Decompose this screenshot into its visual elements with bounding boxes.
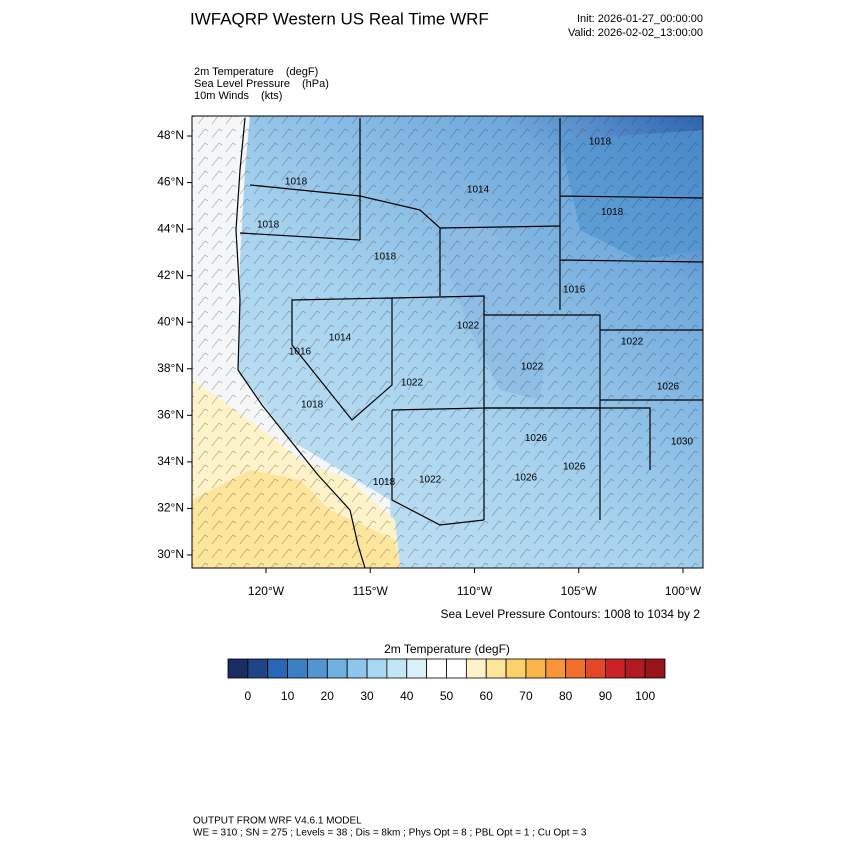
colorbar-box [565,658,586,679]
colorbar-box [287,658,308,679]
colorbar-box [505,658,527,679]
footer-config: WE = 310 ; SN = 275 ; Levels = 38 ; Dis … [193,828,587,839]
map-frame [191,115,704,569]
pressure-label: 1018 [374,252,397,263]
lon-tick-label: 115°W [353,584,389,598]
title: IWFAQRP Western US Real Time WRF [190,9,489,28]
init-time: Init: 2026-01-27_00:00:00 [577,13,703,25]
lat-tick-label: 44°N [157,221,184,235]
pressure-label: 1030 [671,437,694,448]
pressure-label: 1026 [525,433,548,444]
pressure-label: 1016 [563,285,586,296]
contour-note: Sea Level Pressure Contours: 1008 to 103… [441,607,701,621]
pressure-label: 1018 [285,177,308,188]
colorbar-tick-label: 50 [440,689,454,703]
colorbar: 0 10 20 30 40 50 60 70 80 90 100 [227,658,666,703]
pressure-label: 1026 [563,462,586,473]
colorbar-box [307,658,328,679]
colorbar-box [247,658,269,679]
colorbar-tick-label: 30 [360,689,374,703]
pressure-label: 1016 [289,347,312,358]
pressure-label: 1018 [589,137,612,148]
lat-tick-label: 32°N [157,501,184,515]
lat-tick-label: 38°N [157,361,184,375]
colorbar-tick-label: 60 [480,689,494,703]
pressure-label: 1022 [419,475,442,486]
colorbar-tick-label: 80 [559,689,573,703]
lat-tick-label: 30°N [157,547,184,561]
colorbar-box [485,658,507,679]
field-name: 2m Temperature [194,66,274,78]
colorbar-box [465,658,487,679]
pressure-label: 1022 [457,321,480,332]
colorbar-tick-label: 100 [635,689,655,703]
colorbar-box [406,658,428,679]
pressure-label: 1018 [257,220,280,231]
lat-tick-label: 34°N [157,454,184,468]
lon-tick-label: 100°W [665,584,702,598]
colorbar-tick-label: 20 [321,689,335,703]
pressure-label: 1014 [467,185,490,196]
pressure-label: 1018 [301,400,324,411]
lat-tick-label: 36°N [157,407,184,421]
colorbar-box [605,658,626,679]
pressure-label: 1026 [657,382,680,393]
colorbar-box [227,658,249,679]
lat-tick-label: 46°N [157,175,184,189]
map-image [192,116,703,568]
pressure-label: 1022 [401,378,424,389]
map-annotations: 30°N 32°N 34°N 36°N 38°N 40°N 42°N 44°N 46°N 48°N… [157,128,702,598]
field-list: 2m Temperature (degF)Sea Level Pressure (h… [194,66,329,102]
colorbar-box [386,658,408,679]
pressure-label: 1026 [515,473,538,484]
valid-time: Valid: 2026-02-02_13:00:00 [568,27,703,39]
field-name: 10m Winds [194,90,250,102]
field-units: (degF) [286,66,318,78]
lat-tick-label: 42°N [157,268,184,282]
field-name: Sea Level Pressure [194,78,290,90]
colorbar-tick-label: 10 [281,689,295,703]
colorbar-box [446,658,467,679]
pressure-label: 1018 [373,477,396,488]
lat-tick-label: 40°N [157,314,184,328]
colorbar-box [624,658,646,679]
field-units: (kts) [261,90,282,102]
pressure-label: 1018 [601,207,624,218]
colorbar-title: 2m Temperature (degF) [384,642,510,656]
colorbar-box [267,658,288,679]
colorbar-tick-label: 90 [599,689,613,703]
pressure-label: 1022 [521,362,544,373]
colorbar-box [525,658,547,679]
pressure-label: 1022 [621,337,644,348]
lat-tick-label: 48°N [157,128,184,142]
colorbar-box [545,658,567,679]
field-units: (hPa) [302,78,329,90]
lon-tick-label: 110°W [457,584,493,598]
footer-model: OUTPUT FROM WRF V4.6.1 MODEL [193,816,362,827]
colorbar-tick-label: 0 [245,689,252,703]
colorbar-box [326,658,348,679]
colorbar-box [644,658,666,679]
colorbar-box [585,658,606,679]
colorbar-box [366,658,388,679]
pressure-label: 1014 [329,333,352,344]
colorbar-box [426,658,447,679]
colorbar-box [346,658,368,679]
lon-tick-label: 105°W [561,584,598,598]
colorbar-tick-label: 40 [400,689,414,703]
colorbar-tick-label: 70 [519,689,533,703]
lon-tick-label: 120°W [248,584,285,598]
